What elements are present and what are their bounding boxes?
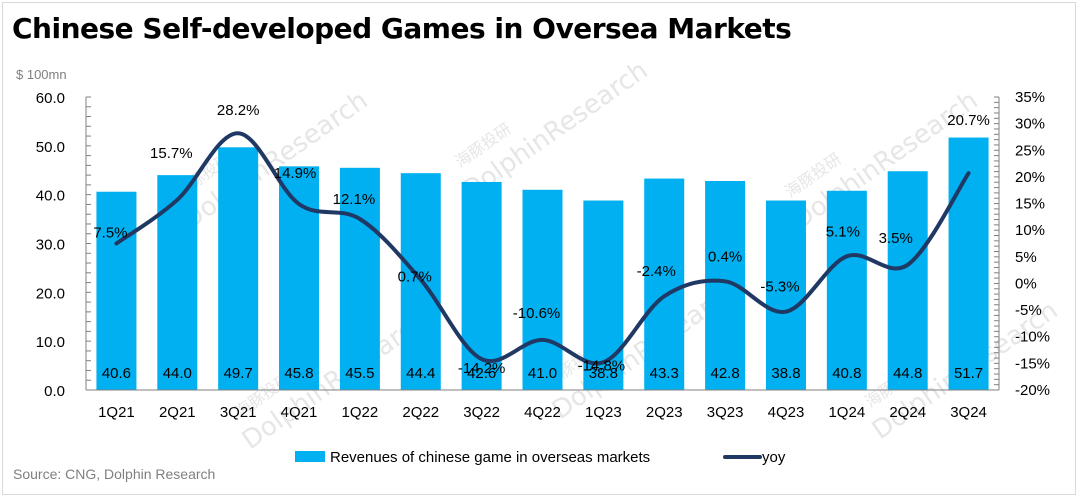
left-tick-label: 60.0: [36, 90, 65, 107]
right-tick-label: 20%: [1015, 169, 1045, 186]
yoy-value-label: 5.1%: [826, 223, 860, 240]
chart-title: Chinese Self-developed Games in Oversea …: [12, 12, 792, 45]
right-tick-label: 30%: [1015, 116, 1045, 133]
axes: 0.0 10.0 20.0 30.0 40.0 50.0 60.0 -20% -15% -10% -…: [36, 89, 1050, 421]
bar-4q22: [522, 189, 563, 390]
x-tick-label: 3Q23: [707, 404, 744, 421]
right-tick-label: -15%: [1015, 355, 1050, 372]
x-tick-label: 2Q23: [646, 404, 683, 421]
bar-1q23: [583, 200, 624, 390]
bar-1q22: [339, 167, 380, 390]
x-tick-label: 1Q21: [98, 404, 135, 421]
yoy-value-label: -2.4%: [637, 263, 676, 280]
x-tick-label: 2Q24: [889, 404, 926, 421]
legend-bar-swatch: [295, 451, 325, 462]
left-tick-label: 0.0: [44, 383, 65, 400]
yoy-value-label: 15.7%: [150, 145, 193, 162]
source-note: Source: CNG, Dolphin Research: [13, 466, 216, 482]
bar-value-label: 41.0: [528, 365, 557, 382]
left-tick-label: 10.0: [36, 334, 65, 351]
yoy-value-label: -14.8%: [578, 357, 626, 374]
yoy-value-label: 0.4%: [708, 248, 742, 265]
bar-2q23: [644, 178, 685, 390]
left-tick-label: 20.0: [36, 285, 65, 302]
bar-value-label: 45.5: [345, 365, 374, 382]
bar-value-label: 44.4: [406, 365, 435, 382]
yoy-value-label: 0.7%: [398, 269, 432, 286]
legend-bar-label: Revenues of chinese game in overseas mar…: [330, 449, 650, 466]
bar-3q21: [218, 147, 259, 390]
x-tick-label: 3Q22: [463, 404, 500, 421]
yoy-line: [114, 131, 971, 366]
x-tick-label: 4Q23: [768, 404, 805, 421]
x-tick-label: 1Q24: [828, 404, 865, 421]
bar-value-label: 44.8: [893, 365, 922, 382]
yoy-value-label: 12.1%: [333, 191, 376, 208]
yoy-value-label: -5.3%: [760, 279, 799, 296]
right-tick-label: -20%: [1015, 382, 1050, 399]
bar-value-label: 51.7: [954, 365, 983, 382]
bar-value-label: 38.8: [589, 365, 618, 382]
x-tick-label: 4Q22: [524, 404, 561, 421]
yoy-value-label: -10.6%: [513, 305, 561, 322]
bar-value-label: 44.0: [163, 365, 192, 382]
right-tick-label: 35%: [1015, 89, 1045, 106]
bar-4q21: [279, 166, 320, 390]
bar-value-label: 43.3: [650, 365, 679, 382]
legend: Revenues of chinese game in overseas mar…: [295, 449, 786, 466]
right-tick-label: -5%: [1015, 302, 1042, 319]
bar-1q21: [96, 191, 137, 390]
x-tick-label: 2Q22: [402, 404, 439, 421]
right-tick-label: 5%: [1015, 249, 1037, 266]
bar-value-label: 42.6: [467, 365, 496, 382]
right-tick-label: 0%: [1015, 275, 1037, 292]
yoy-line-group: [114, 131, 971, 366]
left-tick-label: 30.0: [36, 237, 65, 254]
x-tick-label: 1Q23: [585, 404, 622, 421]
data-labels: 40.6 44.0 49.7 45.8 45.5 44.4 42.6 41.0 38.8 43.3…: [93, 102, 990, 382]
bar-value-label: 42.8: [710, 365, 739, 382]
yoy-value-label: 14.9%: [274, 165, 317, 182]
right-tick-label: -10%: [1015, 329, 1050, 346]
left-axis-unit: $ 100mn: [16, 67, 67, 82]
right-tick-label: 15%: [1015, 196, 1045, 213]
bar-value-label: 40.8: [832, 365, 861, 382]
left-tick-label: 50.0: [36, 139, 65, 156]
x-tick-label: 4Q21: [281, 404, 318, 421]
legend-line-label: yoy: [762, 449, 786, 466]
bar-value-label: 40.6: [102, 365, 131, 382]
x-tick-label: 3Q24: [950, 404, 987, 421]
bar-3q22: [461, 181, 502, 390]
x-tick-label: 2Q21: [159, 404, 196, 421]
bar-2q24: [887, 171, 928, 390]
bar-value-label: 45.8: [284, 365, 313, 382]
yoy-value-label: 3.5%: [879, 230, 913, 247]
yoy-value-label: 7.5%: [93, 225, 127, 242]
bar-4q23: [765, 200, 806, 390]
right-tick-label: 10%: [1015, 222, 1045, 239]
x-tick-label: 1Q22: [342, 404, 379, 421]
bar-3q24: [948, 137, 989, 390]
yoy-value-label: 20.7%: [947, 112, 990, 129]
bar-value-label: 49.7: [224, 365, 253, 382]
yoy-value-label: 28.2%: [217, 102, 260, 119]
right-tick-label: 25%: [1015, 142, 1045, 159]
bar-1q24: [826, 190, 867, 390]
bar-value-label: 38.8: [771, 365, 800, 382]
left-tick-label: 40.0: [36, 188, 65, 205]
yoy-value-label: -14.2%: [458, 360, 506, 377]
bar-2q21: [157, 175, 198, 390]
x-tick-label: 3Q21: [220, 404, 257, 421]
